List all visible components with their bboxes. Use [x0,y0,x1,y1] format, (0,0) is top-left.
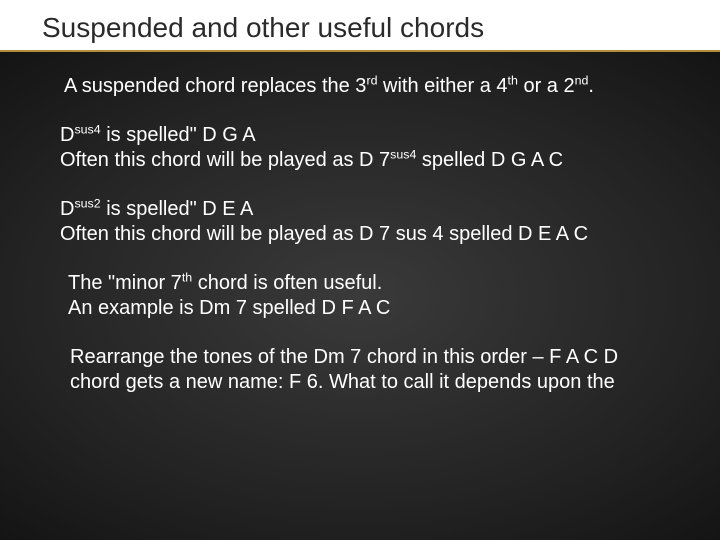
dsus4-b: is spelled" D G A [101,124,256,146]
slide: Suspended and other useful chords A susp… [0,0,720,540]
minor7-line2: An example is Dm 7 spelled D F A C [68,296,720,321]
rearrange-line1: Rearrange the tones of the Dm 7 chord in… [70,345,720,370]
sup-rd: rd [366,73,377,87]
slide-title: Suspended and other useful chords [42,12,720,44]
minor7-b: chord is often useful. [192,272,382,294]
dsus4-often-sup: sus4 [390,147,416,161]
intro-text-d: . [588,75,594,97]
intro-text-a: A suspended chord replaces the 3 [64,75,366,97]
dsus4-line1: Dsus4 is spelled" D G A [60,123,720,148]
intro-line: A suspended chord replaces the 3rd with … [64,74,720,99]
minor7-sup: th [182,270,192,284]
sup-nd: nd [575,73,589,87]
dsus4-sup: sus4 [74,122,100,136]
intro-text-c: or a 2 [518,75,575,97]
dsus2-line2: Often this chord will be played as D 7 s… [60,222,720,247]
rearrange-line2: chord gets a new name: F 6. What to call… [70,370,720,395]
dsus2-line1: Dsus2 is spelled" D E A [60,197,720,222]
dsus2-sup: sus2 [74,196,100,210]
title-bar: Suspended and other useful chords [0,0,720,52]
dsus4-often-b: spelled D G A C [416,149,563,171]
minor7-a: The "minor 7 [68,272,182,294]
intro-text-b: with either a 4 [377,75,507,97]
dsus2-a: D [60,198,74,220]
minor7-line1: The "minor 7th chord is often useful. [68,271,720,296]
slide-body: A suspended chord replaces the 3rd with … [0,52,720,395]
sup-th: th [508,73,518,87]
dsus4-a: D [60,124,74,146]
dsus4-line2: Often this chord will be played as D 7su… [60,148,720,173]
dsus2-b: is spelled" D E A [101,198,254,220]
dsus4-often-a: Often this chord will be played as D 7 [60,149,390,171]
